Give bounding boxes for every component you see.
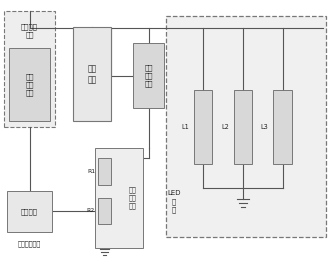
Bar xyxy=(274,90,291,163)
Bar xyxy=(4,11,55,127)
Bar xyxy=(133,43,164,108)
Bar xyxy=(9,48,50,121)
Bar xyxy=(73,27,112,121)
Bar xyxy=(194,90,212,163)
Text: 电源
模块: 电源 模块 xyxy=(88,64,97,84)
Bar xyxy=(98,198,111,224)
Bar xyxy=(234,90,252,163)
Text: 门限电路: 门限电路 xyxy=(21,208,38,215)
Text: LED
光
源: LED 光 源 xyxy=(168,190,181,213)
Text: 执行保护
电路: 执行保护 电路 xyxy=(21,23,38,38)
Text: R2: R2 xyxy=(87,208,95,213)
Bar xyxy=(98,158,111,185)
Text: L2: L2 xyxy=(221,124,229,130)
Text: R1: R1 xyxy=(87,169,95,174)
Text: 信号
采集
电路: 信号 采集 电路 xyxy=(129,186,137,209)
Text: 信号处理单元: 信号处理单元 xyxy=(18,240,41,247)
Bar xyxy=(7,191,52,232)
Text: L1: L1 xyxy=(181,124,189,130)
Text: L3: L3 xyxy=(261,124,268,130)
Text: 第二
锁止
电路: 第二 锁止 电路 xyxy=(25,73,34,96)
Bar xyxy=(95,148,143,248)
Bar xyxy=(166,16,326,237)
Text: 第一
锁止
电路: 第一 锁止 电路 xyxy=(144,64,153,87)
